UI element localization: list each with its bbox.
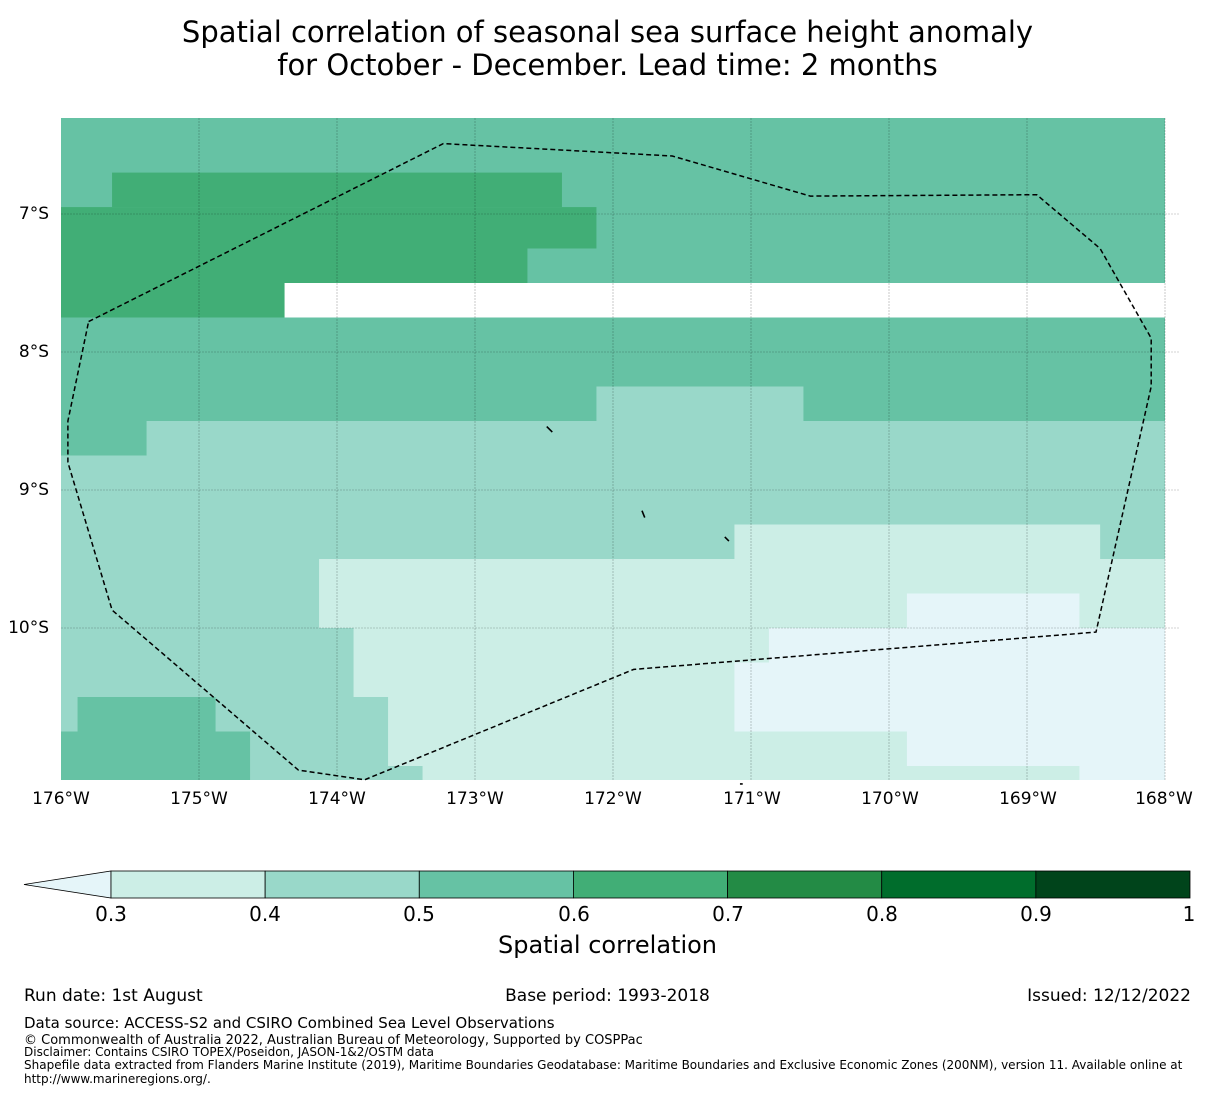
lat-label: 7°S xyxy=(18,204,49,224)
correlation-cell xyxy=(734,662,1165,732)
island-outline xyxy=(724,536,730,542)
correlation-cell xyxy=(906,593,1080,628)
correlation-cell xyxy=(1079,766,1165,780)
chart-title-line-1: Spatial correlation of seasonal sea surf… xyxy=(181,15,1034,49)
colorbar-segment xyxy=(573,870,728,899)
island-outline xyxy=(546,425,553,433)
lat-label: 10°S xyxy=(8,618,49,638)
lon-label: 171°W xyxy=(723,789,781,809)
eez-boundary-line xyxy=(67,142,1152,781)
island-outline xyxy=(641,510,646,518)
lon-label: 168°W xyxy=(1135,789,1193,809)
correlation-cell xyxy=(768,628,1165,663)
colorbar-tick-label: 0.3 xyxy=(95,902,127,926)
colorbar-segment xyxy=(881,870,1037,899)
correlation-cell xyxy=(61,731,251,780)
correlation-cell xyxy=(596,386,804,421)
colorbar-tick-label: 1 xyxy=(1182,902,1196,926)
lon-label: 176°W xyxy=(32,789,90,809)
chart-title-line-2: for October - December. Lead time: 2 mon… xyxy=(277,48,938,82)
correlation-cell xyxy=(77,697,216,732)
issued-date: Issued: 12/12/2022 xyxy=(1027,986,1191,1006)
colorbar-segment xyxy=(110,870,266,899)
base-period: Base period: 1993-2018 xyxy=(505,986,710,1006)
colorbar-tick-label: 0.7 xyxy=(712,902,744,926)
lon-label: 173°W xyxy=(446,789,504,809)
colorbar-under-extension xyxy=(23,870,112,899)
correlation-cell xyxy=(112,172,562,208)
lat-label: 9°S xyxy=(18,480,49,500)
correlation-cell xyxy=(388,766,423,780)
colorbar-tick-label: 0.6 xyxy=(558,902,590,926)
lon-label: 169°W xyxy=(999,789,1057,809)
shapefile-credit: Shapefile data extracted from Flanders M… xyxy=(24,1058,1183,1086)
colorbar xyxy=(23,870,1191,899)
colorbar-segment xyxy=(727,870,883,899)
colorbar-segment xyxy=(418,870,574,899)
correlation-map xyxy=(61,118,1179,785)
colorbar-tick-label: 0.8 xyxy=(866,902,898,926)
correlation-cell xyxy=(906,731,1165,766)
data-source: Data source: ACCESS-S2 and CSIRO Combine… xyxy=(24,1014,555,1032)
copyright-notice: © Commonwealth of Australia 2022, Austra… xyxy=(24,1033,643,1048)
colorbar-segment xyxy=(1035,870,1191,899)
correlation-cell xyxy=(734,524,1101,559)
colorbar-tick-label: 0.5 xyxy=(403,902,435,926)
correlation-cell xyxy=(61,248,528,283)
colorbar-segment xyxy=(264,870,420,899)
correlation-cell xyxy=(61,283,285,318)
disclaimer: Disclaimer: Contains CSIRO TOPEX/Poseido… xyxy=(24,1045,434,1059)
lon-label: 170°W xyxy=(861,789,919,809)
lat-label: 8°S xyxy=(18,342,49,362)
colorbar-tick-label: 0.4 xyxy=(249,902,281,926)
run-date: Run date: 1st August xyxy=(24,986,203,1006)
lon-label: 174°W xyxy=(308,789,366,809)
colorbar-label: Spatial correlation xyxy=(497,931,718,959)
colorbar-tick-label: 0.9 xyxy=(1020,902,1052,926)
correlation-cell xyxy=(61,207,597,249)
correlation-cell xyxy=(61,421,147,456)
lon-label: 175°W xyxy=(170,789,228,809)
lon-label: 172°W xyxy=(584,789,642,809)
